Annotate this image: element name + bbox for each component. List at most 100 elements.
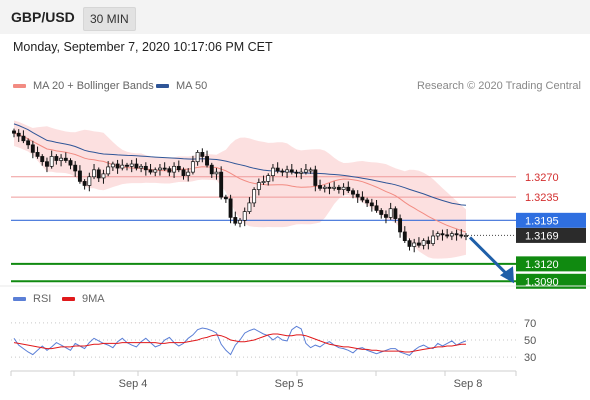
candle xyxy=(129,163,134,167)
rsi-tick-label: 70 xyxy=(524,318,536,330)
top-bar: GBP/USD 30 MIN xyxy=(0,0,590,34)
ma50-line xyxy=(13,123,467,206)
ma20-legend-label: MA 20 + Bollinger Bands xyxy=(33,80,154,92)
candle xyxy=(289,169,294,173)
candle xyxy=(82,181,87,186)
candle xyxy=(431,235,435,244)
candle xyxy=(233,217,238,224)
x-tick-label: Sep 4 xyxy=(119,378,148,390)
x-tick-label: Sep 5 xyxy=(275,378,304,390)
ma9-legend-label: 9MA xyxy=(82,293,105,305)
forecast-arrow-shaft xyxy=(468,236,511,278)
candle xyxy=(332,186,337,189)
candle xyxy=(106,166,111,175)
candle xyxy=(322,186,327,189)
candle xyxy=(223,196,228,200)
candle xyxy=(110,163,115,168)
candle xyxy=(440,233,445,236)
candle xyxy=(195,152,200,163)
candle xyxy=(294,171,299,174)
candle xyxy=(190,161,195,173)
candle xyxy=(426,240,431,244)
candle xyxy=(59,157,64,161)
candle xyxy=(384,214,388,218)
candle xyxy=(162,167,167,170)
x-tick-label: Sep 8 xyxy=(454,378,483,390)
candle xyxy=(266,175,271,182)
timeframe-badge[interactable]: 30 MIN xyxy=(83,7,136,31)
candle xyxy=(346,186,351,192)
legend-ma20: MA 20 + Bollinger Bands xyxy=(13,80,154,92)
candle xyxy=(308,169,313,172)
rsi-line xyxy=(13,325,467,356)
candle xyxy=(176,165,181,171)
ma9-swatch xyxy=(62,297,75,301)
rsi-tick-label: 50 xyxy=(524,335,536,347)
candle xyxy=(327,186,332,189)
candle xyxy=(459,234,464,237)
candle xyxy=(158,167,162,171)
pivot-label-box xyxy=(516,212,586,228)
candle xyxy=(449,233,454,237)
candle xyxy=(285,169,290,173)
ma9-line xyxy=(13,333,466,353)
candle xyxy=(416,242,421,246)
candle xyxy=(54,156,59,161)
candle xyxy=(299,171,304,174)
ma20-swatch xyxy=(13,84,26,88)
candle xyxy=(256,182,261,190)
candle xyxy=(92,169,96,178)
candle xyxy=(134,163,139,169)
candle xyxy=(63,157,68,161)
legend-9ma: 9MA xyxy=(62,293,105,305)
candle xyxy=(96,169,101,179)
candle xyxy=(200,152,205,157)
candle xyxy=(351,190,355,195)
candle xyxy=(40,156,45,163)
candle xyxy=(205,156,209,166)
candle xyxy=(45,161,49,167)
candle xyxy=(139,165,144,169)
candle xyxy=(115,163,120,169)
candle xyxy=(16,132,21,137)
candle xyxy=(12,130,16,134)
candle xyxy=(73,164,78,172)
candle xyxy=(209,164,214,175)
candle xyxy=(318,185,322,189)
candle xyxy=(172,165,177,173)
candle xyxy=(365,199,370,204)
candle xyxy=(26,140,31,146)
candle xyxy=(238,219,242,224)
candle xyxy=(148,169,153,173)
candle xyxy=(252,189,257,204)
resistance-2-label: 1.3270 xyxy=(525,172,559,184)
candle xyxy=(219,171,224,198)
candle xyxy=(412,242,417,247)
candle xyxy=(214,171,219,175)
resistance-1-label: 1.3235 xyxy=(525,192,559,204)
candle xyxy=(228,198,233,218)
candle xyxy=(261,181,266,183)
bollinger-band-area xyxy=(14,120,466,259)
candle xyxy=(454,233,459,236)
ma20-line xyxy=(13,132,467,233)
legend-rsi: RSI xyxy=(13,293,51,305)
pivot-label: 1.3195 xyxy=(525,215,559,227)
candle xyxy=(464,235,468,237)
candle xyxy=(275,167,280,172)
ma50-legend-label: MA 50 xyxy=(176,80,208,92)
candle xyxy=(77,170,82,182)
candle xyxy=(125,164,129,167)
support-1-label: 1.3120 xyxy=(525,259,559,271)
candle xyxy=(355,193,360,198)
candle xyxy=(143,165,148,171)
candle xyxy=(271,167,275,176)
ma50-swatch xyxy=(156,84,169,88)
candle xyxy=(49,156,54,167)
candle xyxy=(393,208,398,219)
candle xyxy=(341,186,346,190)
candle xyxy=(242,211,247,221)
candle xyxy=(388,208,393,218)
candle xyxy=(336,186,341,190)
